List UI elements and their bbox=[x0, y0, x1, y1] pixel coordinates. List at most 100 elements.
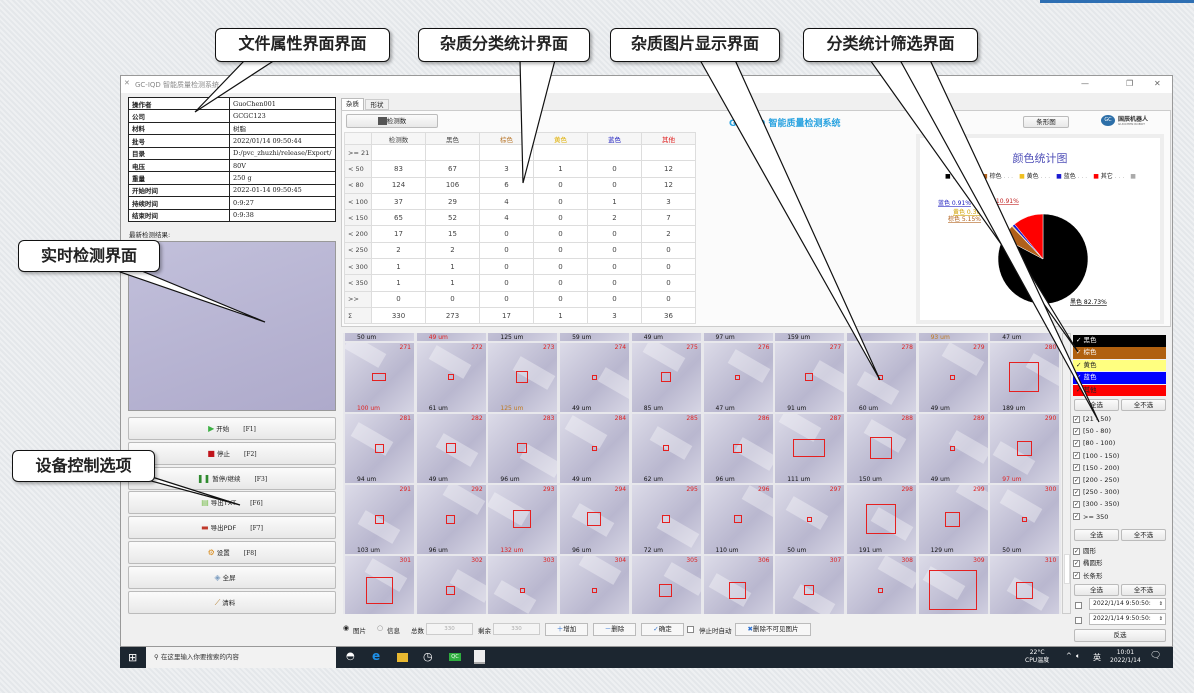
impurity-image-cell[interactable]: 281 94 um bbox=[345, 414, 414, 483]
notification-icon[interactable]: 🗨︎ bbox=[1150, 651, 1162, 661]
impurity-image-cell[interactable]: 293 132 um bbox=[488, 485, 558, 554]
checkbox[interactable]: ✓ bbox=[1073, 488, 1080, 496]
impurity-image-cell[interactable]: 307 bbox=[775, 556, 845, 614]
select-all-button-1[interactable]: 全选 bbox=[1074, 399, 1119, 411]
size-filter-8[interactable]: ✓ >= 350 bbox=[1073, 511, 1108, 523]
image-cell-partial[interactable]: 125 um bbox=[488, 333, 558, 341]
impurity-image-cell[interactable]: 274 49 um bbox=[560, 343, 630, 412]
impurity-image-cell[interactable]: 306 bbox=[703, 556, 773, 614]
minimize-button[interactable]: — bbox=[1081, 79, 1089, 88]
control-button-6[interactable]: ◈ 全屏 bbox=[128, 565, 336, 589]
date-checkbox[interactable] bbox=[1075, 602, 1082, 609]
confirm-button[interactable]: ✓确定 bbox=[641, 623, 684, 636]
select-all-button-3[interactable]: 全选 bbox=[1074, 584, 1119, 596]
impurity-image-cell[interactable]: 285 62 um bbox=[631, 414, 701, 483]
checkbox[interactable]: ✓ bbox=[1073, 427, 1080, 435]
tray-chevron-icon[interactable]: ^ bbox=[1066, 652, 1072, 660]
impurity-image-cell[interactable]: 271 100 um bbox=[345, 343, 414, 412]
control-button-0[interactable]: ▶ 开始 [F1] bbox=[128, 417, 336, 440]
select-all-button-2[interactable]: 全选 bbox=[1074, 529, 1119, 541]
close-button[interactable]: ✕ bbox=[1154, 79, 1161, 88]
select-none-button-2[interactable]: 全不选 bbox=[1121, 529, 1166, 541]
color-filter-1[interactable]: ✓ 棕色 bbox=[1073, 347, 1166, 359]
radio-image[interactable]: ◉ bbox=[343, 624, 350, 632]
select-none-button-1[interactable]: 全不选 bbox=[1121, 399, 1166, 411]
impurity-image-cell[interactable]: 296 110 um bbox=[703, 485, 773, 554]
impurity-image-cell[interactable]: 301 bbox=[345, 556, 414, 614]
image-cell-partial[interactable]: 93 um bbox=[918, 333, 988, 341]
auto-stop-checkbox[interactable] bbox=[687, 626, 694, 633]
impurity-image-cell[interactable]: 295 72 um bbox=[631, 485, 701, 554]
impurity-image-cell[interactable]: 304 bbox=[560, 556, 630, 614]
delete-invisible-button[interactable]: ✖删除不可见图片 bbox=[735, 623, 811, 636]
size-filter-4[interactable]: ✓ [150 - 200) bbox=[1073, 462, 1119, 474]
impurity-image-cell[interactable]: 288 150 um bbox=[846, 414, 916, 483]
impurity-image-cell[interactable]: 273 125 um bbox=[488, 343, 558, 412]
control-button-4[interactable]: ▬ 导出PDF [F7] bbox=[128, 516, 336, 540]
checkbox[interactable]: ✓ bbox=[1073, 452, 1080, 460]
clock[interactable]: 10:01 2022/1/14 bbox=[1110, 649, 1141, 664]
impurity-image-cell[interactable]: 310 bbox=[990, 556, 1060, 614]
impurity-image-cell[interactable]: 276 47 um bbox=[703, 343, 773, 412]
checkbox[interactable]: ✓ bbox=[1073, 500, 1080, 508]
impurity-image-cell[interactable]: 308 bbox=[846, 556, 916, 614]
color-filter-2[interactable]: ✓ 黄色 bbox=[1073, 359, 1166, 372]
image-cell-partial[interactable]: 159 um bbox=[775, 333, 845, 341]
date-checkbox[interactable] bbox=[1075, 617, 1082, 624]
impurity-image-cell[interactable]: 309 bbox=[918, 556, 988, 614]
select-none-button-3[interactable]: 全不选 bbox=[1121, 584, 1166, 596]
size-filter-7[interactable]: ✓ [300 - 350) bbox=[1073, 498, 1119, 510]
impurity-image-cell[interactable]: 279 49 um bbox=[918, 343, 988, 412]
tab-impurity[interactable]: 杂质 bbox=[341, 98, 364, 110]
spin-arrows-icon[interactable]: ⇕ bbox=[1158, 616, 1163, 622]
impurity-image-cell[interactable]: 277 91 um bbox=[775, 343, 845, 412]
taskbar-search[interactable]: ⚲ 在这里输入你要搜索的内容 bbox=[146, 647, 336, 668]
shape-filter-0[interactable]: ✓ 圆形 bbox=[1073, 545, 1096, 557]
image-cell-partial[interactable]: 47 um bbox=[990, 333, 1060, 341]
maximize-button[interactable]: ❐ bbox=[1126, 79, 1134, 88]
impurity-image-cell[interactable]: 289 49 um bbox=[918, 414, 988, 483]
taskbar-app-photos-icon[interactable]: ◓ bbox=[346, 651, 355, 662]
control-button-5[interactable]: ⚙ 设置 [F8] bbox=[128, 541, 336, 564]
bar-chart-button[interactable]: 条形图 bbox=[1023, 116, 1069, 128]
checkbox[interactable]: ✓ bbox=[1073, 572, 1080, 580]
size-filter-6[interactable]: ✓ [250 - 300) bbox=[1073, 486, 1119, 498]
qc-app-icon[interactable]: QC bbox=[449, 653, 461, 661]
file-explorer-icon[interactable] bbox=[397, 653, 408, 662]
size-filter-3[interactable]: ✓ [100 - 150) bbox=[1073, 450, 1119, 462]
impurity-image-cell[interactable]: 291 103 um bbox=[345, 485, 414, 554]
impurity-image-cell[interactable]: 300 50 um bbox=[990, 485, 1060, 554]
image-cell-partial[interactable]: 59 um bbox=[560, 333, 630, 341]
control-button-2[interactable]: ❚❚ 暂停/继续 [F3] bbox=[128, 466, 336, 490]
date-spinbox-date_to[interactable]: 2022/1/14 9:50:50: ⇕ bbox=[1089, 613, 1166, 625]
checkbox[interactable]: ✓ bbox=[1073, 476, 1080, 484]
remain-field[interactable]: 330 bbox=[493, 623, 540, 635]
image-cell-partial[interactable]: 49 um bbox=[631, 333, 701, 341]
shape-filter-2[interactable]: ✓ 长条形 bbox=[1073, 570, 1103, 582]
impurity-image-cell[interactable]: 275 85 um bbox=[631, 343, 701, 412]
color-filter-4[interactable]: ✓ 其他 bbox=[1073, 384, 1166, 397]
impurity-image-cell[interactable]: 283 96 um bbox=[488, 414, 558, 483]
checkbox[interactable]: ✓ bbox=[1073, 415, 1080, 423]
checkbox[interactable]: ✓ bbox=[1073, 547, 1080, 555]
impurity-image-cell[interactable]: 297 50 um bbox=[775, 485, 845, 554]
count-button[interactable]: 检测数 bbox=[346, 114, 438, 128]
grid-scrollbar[interactable] bbox=[1062, 333, 1071, 614]
delete-button[interactable]: －删除 bbox=[593, 623, 636, 636]
impurity-image-cell[interactable]: 299 129 um bbox=[918, 485, 988, 554]
clock-app-icon[interactable]: ◷ bbox=[423, 650, 433, 663]
color-filter-0[interactable]: ✓ 黑色 bbox=[1073, 335, 1166, 347]
image-cell-partial[interactable]: 50 um bbox=[345, 333, 414, 341]
image-cell-partial[interactable]: 97 um bbox=[703, 333, 773, 341]
impurity-image-cell[interactable]: 282 49 um bbox=[416, 414, 486, 483]
size-filter-2[interactable]: ✓ [80 - 100) bbox=[1073, 437, 1115, 449]
image-cell-partial[interactable]: 49 um bbox=[416, 333, 486, 341]
checkbox[interactable]: ✓ bbox=[1073, 559, 1080, 567]
checkbox[interactable]: ✓ bbox=[1073, 439, 1080, 447]
impurity-image-cell[interactable]: 284 49 um bbox=[560, 414, 630, 483]
impurity-image-cell[interactable]: 278 60 um bbox=[846, 343, 916, 412]
impurity-image-cell[interactable]: 305 bbox=[631, 556, 701, 614]
size-filter-1[interactable]: ✓ [50 - 80) bbox=[1073, 425, 1111, 437]
impurity-image-cell[interactable]: 303 bbox=[488, 556, 558, 614]
radio-info[interactable]: ○ bbox=[377, 624, 384, 632]
